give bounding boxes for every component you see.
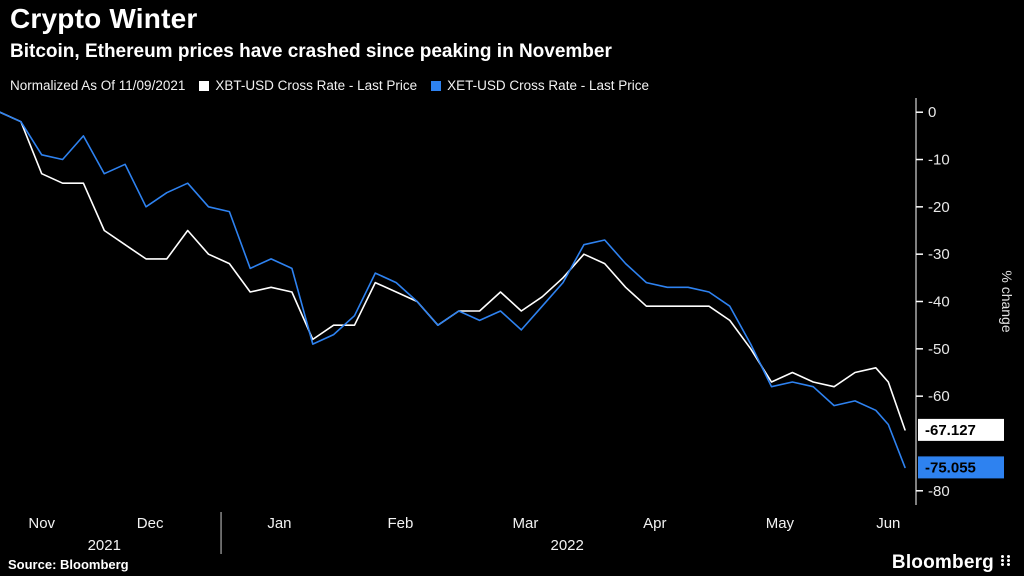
svg-text:Dec: Dec xyxy=(137,515,164,532)
legend-swatch-xbt xyxy=(199,80,210,91)
svg-text:% change: % change xyxy=(999,270,1015,332)
legend-label-xbt: XBT-USD Cross Rate - Last Price xyxy=(215,78,418,93)
svg-text:-75.055: -75.055 xyxy=(925,459,976,476)
legend-swatch-xet xyxy=(431,80,442,91)
svg-text:Jun: Jun xyxy=(876,515,900,532)
bloomberg-logo: Bloomberg xyxy=(892,552,1012,574)
svg-text:Nov: Nov xyxy=(28,515,55,532)
source-label: Source: Bloomberg xyxy=(8,557,129,572)
bloomberg-wordmark: Bloomberg xyxy=(891,552,994,573)
svg-text:Mar: Mar xyxy=(513,515,539,532)
svg-text:Apr: Apr xyxy=(643,515,666,532)
legend-item-xet: XET-USD Cross Rate - Last Price xyxy=(431,78,649,93)
chart-header: Crypto Winter Bitcoin, Ethereum prices h… xyxy=(10,3,1014,63)
svg-text:Jan: Jan xyxy=(267,515,291,532)
svg-text:-20: -20 xyxy=(928,199,950,216)
svg-text:2021: 2021 xyxy=(88,537,121,554)
svg-text:-80: -80 xyxy=(928,483,950,500)
svg-text:May: May xyxy=(766,515,795,532)
chart-legend: Normalized As Of 11/09/2021 XBT-USD Cros… xyxy=(10,78,649,93)
legend-item-xbt: XBT-USD Cross Rate - Last Price xyxy=(199,78,417,93)
chart-area: 0 -10 -20 -30 -40 -50 -60 -80 % change -67.127 -75… xyxy=(0,98,1024,558)
svg-text:-60: -60 xyxy=(928,388,950,405)
page-subtitle: Bitcoin, Ethereum prices have crashed si… xyxy=(10,40,612,62)
chart-svg: 0 -10 -20 -30 -40 -50 -60 -80 % change -67.127 -75… xyxy=(0,98,1015,554)
svg-text:0: 0 xyxy=(928,104,936,121)
svg-text:-40: -40 xyxy=(928,294,950,311)
svg-text:2022: 2022 xyxy=(551,537,584,554)
svg-text:-10: -10 xyxy=(928,152,950,169)
svg-text:-50: -50 xyxy=(928,341,950,358)
svg-text:-30: -30 xyxy=(928,246,950,263)
svg-text:Feb: Feb xyxy=(387,515,413,532)
svg-text:-67.127: -67.127 xyxy=(925,422,976,439)
page-title: Crypto Winter xyxy=(10,3,198,34)
legend-normalized-label: Normalized As Of 11/09/2021 xyxy=(10,78,186,93)
legend-label-xet: XET-USD Cross Rate - Last Price xyxy=(447,78,649,93)
bloomberg-logo-icon xyxy=(999,554,1012,572)
